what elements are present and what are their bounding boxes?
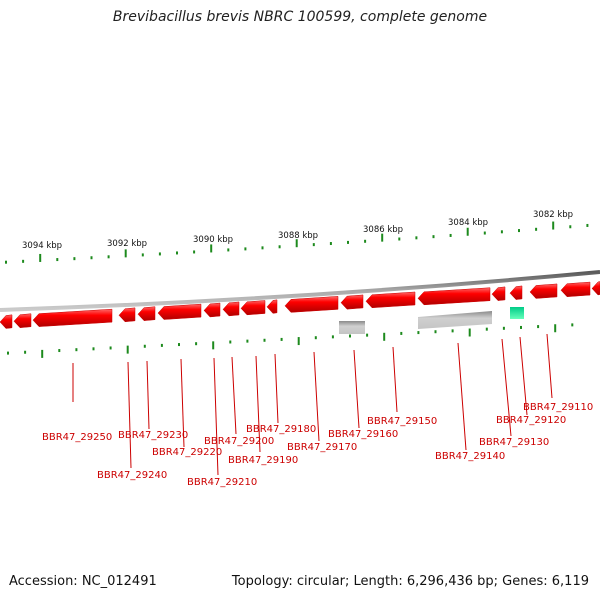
leader-line [146,360,150,430]
gene-label: BBR47_29250 [42,432,112,443]
scale-label: 3094 kbp [22,241,62,251]
gene-arrow [203,302,221,318]
inner-scale-ticks [7,323,574,358]
label-leader-lines [72,333,553,476]
gene-arrow [0,314,13,329]
gene-label: BBR47_29140 [435,451,505,462]
gene-label: BBR47_29150 [367,416,437,427]
gene-arrow [591,281,600,296]
gene-arrow [266,299,278,314]
leader-line [501,338,512,437]
gene-label: BBR47_29180 [246,424,316,435]
gene-labels: BBR47_29250 BBR47_29240 BBR47_29230 BBR47_2… [42,402,593,488]
scale-label: 3092 kbp [107,239,147,249]
leader-line [274,353,279,424]
leader-line [519,336,528,416]
genome-backbone [0,270,600,312]
leader-line [313,351,320,442]
scale-label: 3090 kbp [193,235,233,245]
scale-label: 3084 kbp [448,218,488,228]
gene-arrow [529,283,558,299]
gene-arrow [491,286,506,301]
gene-label: BBR47_29170 [287,442,357,453]
leader-line [353,349,360,429]
gene-label: BBR47_29220 [152,447,222,458]
gene-arrow [32,308,113,327]
gene-label: BBR47_29130 [479,437,549,448]
outer-scale-ticks [5,221,589,264]
gene-arrow [118,307,136,323]
gene-arrow [222,301,240,317]
gene-arrow [157,303,202,320]
gene-label: BBR47_29120 [496,415,566,426]
leader-line [231,356,237,435]
gene-arrow [240,300,266,316]
genome-title: Brevibacillus brevis NBRC 100599, comple… [112,9,488,25]
leader-line [127,361,132,469]
gene-arrow [13,313,32,328]
gene-label: BBR47_29190 [228,455,298,466]
leader-line [213,357,219,476]
gene-label: BBR47_29230 [118,430,188,441]
gene-label: BBR47_29210 [187,477,257,488]
scale-label: 3082 kbp [533,210,573,220]
gene-arrow [365,291,416,309]
leader-line [180,358,185,448]
leader-line [392,346,398,413]
gene-arrow [509,285,523,300]
gene-label: BBR47_29160 [328,429,398,440]
gene-track [0,281,600,334]
gene-arrow [340,294,364,310]
gene-arrow [137,306,156,321]
gene-label: BBR47_29110 [523,402,593,413]
accession-text: Accession: NC_012491 [9,574,157,589]
rna-feature [510,307,524,319]
gene-arrow [417,287,491,306]
gene-label: BBR47_29240 [97,470,167,481]
genome-stats-text: Topology: circular; Length: 6,296,436 bp… [231,574,589,589]
gene-arrow [560,281,591,297]
scale-labels: 3094 kbp 3092 kbp 3090 kbp 3088 kbp 3086 kbp… [22,210,573,251]
leader-line [255,355,261,453]
grey-feature [418,311,492,329]
gene-arrow [284,296,339,313]
leader-line [546,333,553,399]
scale-label: 3088 kbp [278,231,318,241]
leader-line [457,342,467,451]
scale-label: 3086 kbp [363,225,403,235]
grey-feature [339,321,365,334]
gene-label: BBR47_29200 [204,436,274,447]
